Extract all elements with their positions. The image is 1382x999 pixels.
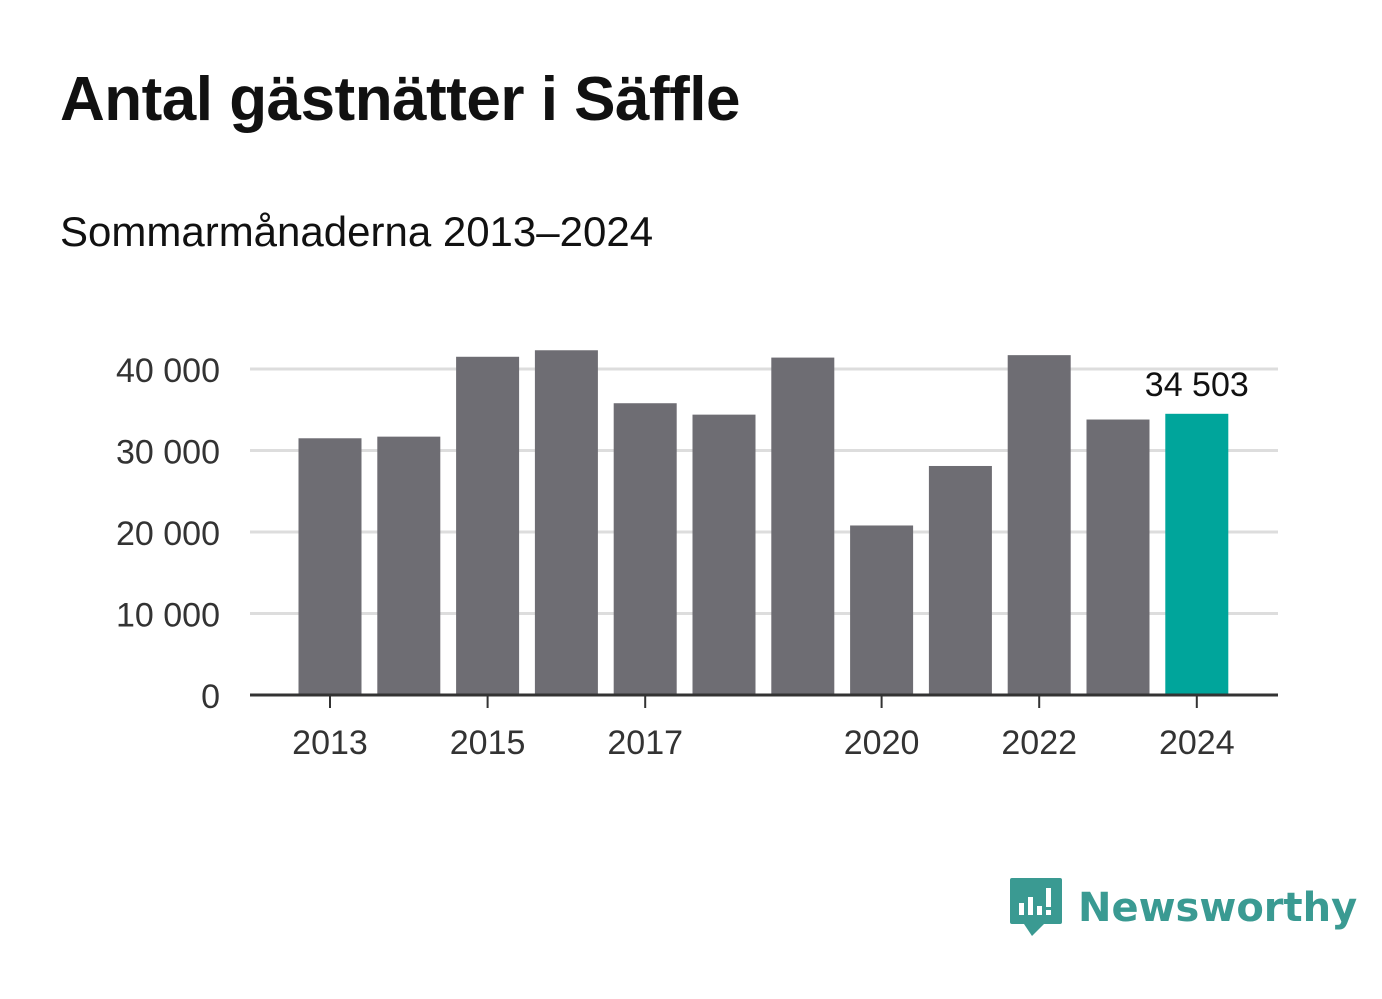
x-tick-label: 2013 [292, 724, 368, 762]
bar [613, 403, 677, 695]
bar [771, 357, 835, 695]
bar [1007, 355, 1071, 695]
x-tick-label: 2024 [1159, 724, 1235, 762]
newsworthy-logo-icon [1010, 878, 1062, 936]
bar [928, 465, 992, 695]
y-tick-label: 30 000 [116, 434, 220, 472]
bar [1086, 419, 1150, 695]
bar [456, 356, 520, 695]
newsworthy-brand: Newsworthy [1010, 878, 1357, 938]
x-tick-label: 2020 [844, 724, 920, 762]
bar [298, 438, 362, 695]
x-tick-label: 2022 [1001, 724, 1077, 762]
chart-subtitle: Sommarmånaderna 2013–2024 [60, 208, 654, 255]
data-label: 34 503 [1145, 366, 1249, 404]
bar [692, 414, 756, 695]
chart-title: Antal gästnätter i Säffle [60, 65, 740, 134]
bar [1165, 413, 1229, 695]
y-tick-label: 20 000 [116, 515, 220, 553]
brand-name: Newsworthy [1078, 885, 1358, 931]
bar [377, 436, 441, 695]
x-tick-label: 2017 [607, 724, 683, 762]
y-tick-label: 10 000 [116, 597, 220, 635]
y-tick-label: 40 000 [116, 352, 220, 390]
y-tick-label: 0 [201, 678, 220, 716]
x-tick-label: 2015 [450, 724, 526, 762]
bar [850, 525, 914, 695]
bar [534, 350, 598, 695]
